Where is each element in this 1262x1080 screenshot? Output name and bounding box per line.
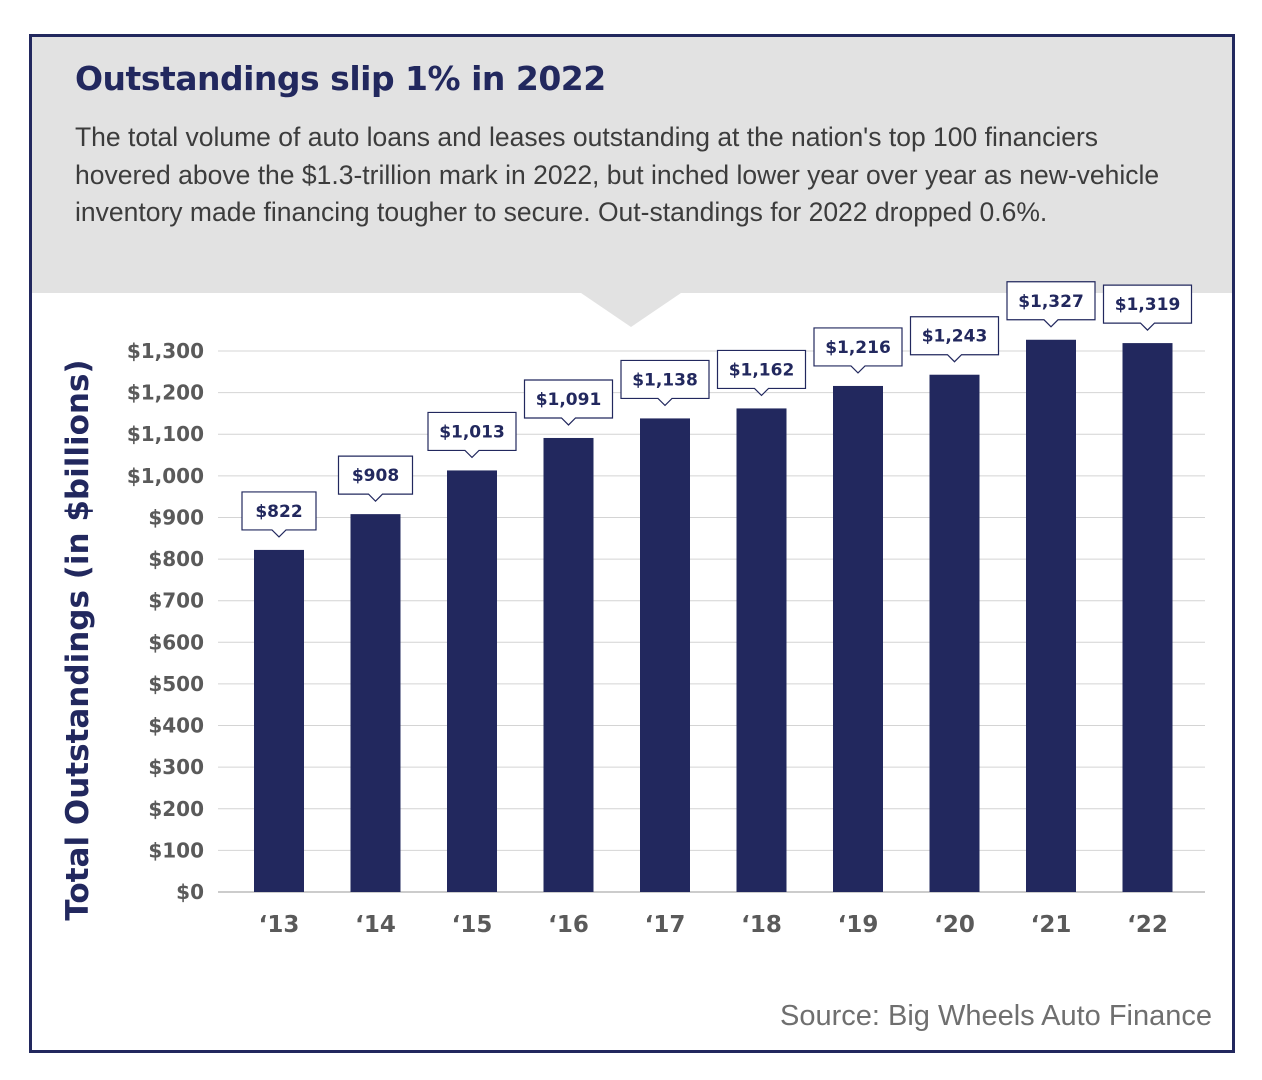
bar — [1026, 339, 1076, 892]
header-panel: Outstandings slip 1% in 2022 The total v… — [32, 37, 1232, 293]
data-label-callout — [1006, 281, 1096, 328]
y-tick-label: $700 — [148, 589, 204, 613]
bar — [736, 408, 787, 892]
data-label-callout — [1102, 284, 1193, 331]
bar — [254, 549, 304, 892]
x-tick-label: ‘13 — [259, 912, 300, 938]
y-tick-label: $600 — [148, 630, 204, 654]
data-label: $1,243 — [922, 327, 988, 347]
y-tick-label: $400 — [148, 714, 204, 738]
y-tick-label: $1,300 — [127, 339, 204, 363]
x-tick-label: ‘15 — [452, 912, 493, 938]
y-tick-label: $0 — [176, 880, 204, 904]
y-axis-title: Total Outstandings (in $billions) — [60, 359, 96, 920]
data-label-callout — [813, 327, 903, 374]
y-tick-label: $1,200 — [127, 381, 204, 405]
data-label-callout — [716, 349, 807, 397]
bar — [1122, 343, 1173, 892]
y-tick-label: $800 — [148, 547, 204, 571]
bar — [833, 385, 883, 892]
x-tick-label: ‘17 — [645, 912, 686, 938]
bar — [350, 514, 401, 892]
data-label-callout — [909, 316, 1000, 363]
bar — [640, 418, 690, 892]
y-tick-label: $900 — [148, 505, 204, 529]
data-label-callout — [337, 455, 414, 502]
data-label: $908 — [352, 466, 399, 486]
x-tick-label: ‘20 — [934, 912, 975, 938]
y-tick-label: $300 — [148, 755, 204, 779]
data-label: $822 — [255, 502, 302, 522]
header-pointer — [581, 293, 681, 327]
data-label-callout — [620, 359, 710, 407]
bar — [447, 470, 497, 892]
data-label: $1,319 — [1115, 295, 1181, 315]
bar — [929, 374, 980, 892]
data-label-callout — [427, 411, 517, 459]
data-label: $1,091 — [536, 390, 602, 410]
chart-title: Outstandings slip 1% in 2022 — [75, 59, 606, 98]
bar — [543, 437, 594, 892]
source-note: Source: Big Wheels Auto Finance — [779, 1000, 1212, 1032]
data-label: $1,138 — [632, 370, 698, 390]
data-label: $1,013 — [439, 422, 505, 442]
data-label-callout — [523, 379, 614, 426]
x-tick-label: ‘14 — [355, 912, 396, 938]
x-tick-label: ‘19 — [838, 912, 879, 938]
y-tick-label: $200 — [148, 797, 204, 821]
x-tick-label: ‘22 — [1127, 912, 1168, 938]
data-label: $1,216 — [825, 338, 891, 358]
data-label-callout — [241, 491, 317, 538]
x-tick-label: ‘16 — [548, 912, 589, 938]
data-label: $1,162 — [729, 360, 795, 380]
x-tick-label: ‘18 — [741, 912, 782, 938]
data-label: $1,327 — [1018, 292, 1084, 312]
y-tick-label: $1,000 — [127, 464, 204, 488]
y-tick-label: $100 — [148, 838, 204, 862]
y-tick-label: $1,100 — [127, 422, 204, 446]
chart-subtitle: The total volume of auto loans and lease… — [75, 122, 1160, 227]
x-tick-label: ‘21 — [1031, 912, 1072, 938]
y-tick-label: $500 — [148, 672, 204, 696]
